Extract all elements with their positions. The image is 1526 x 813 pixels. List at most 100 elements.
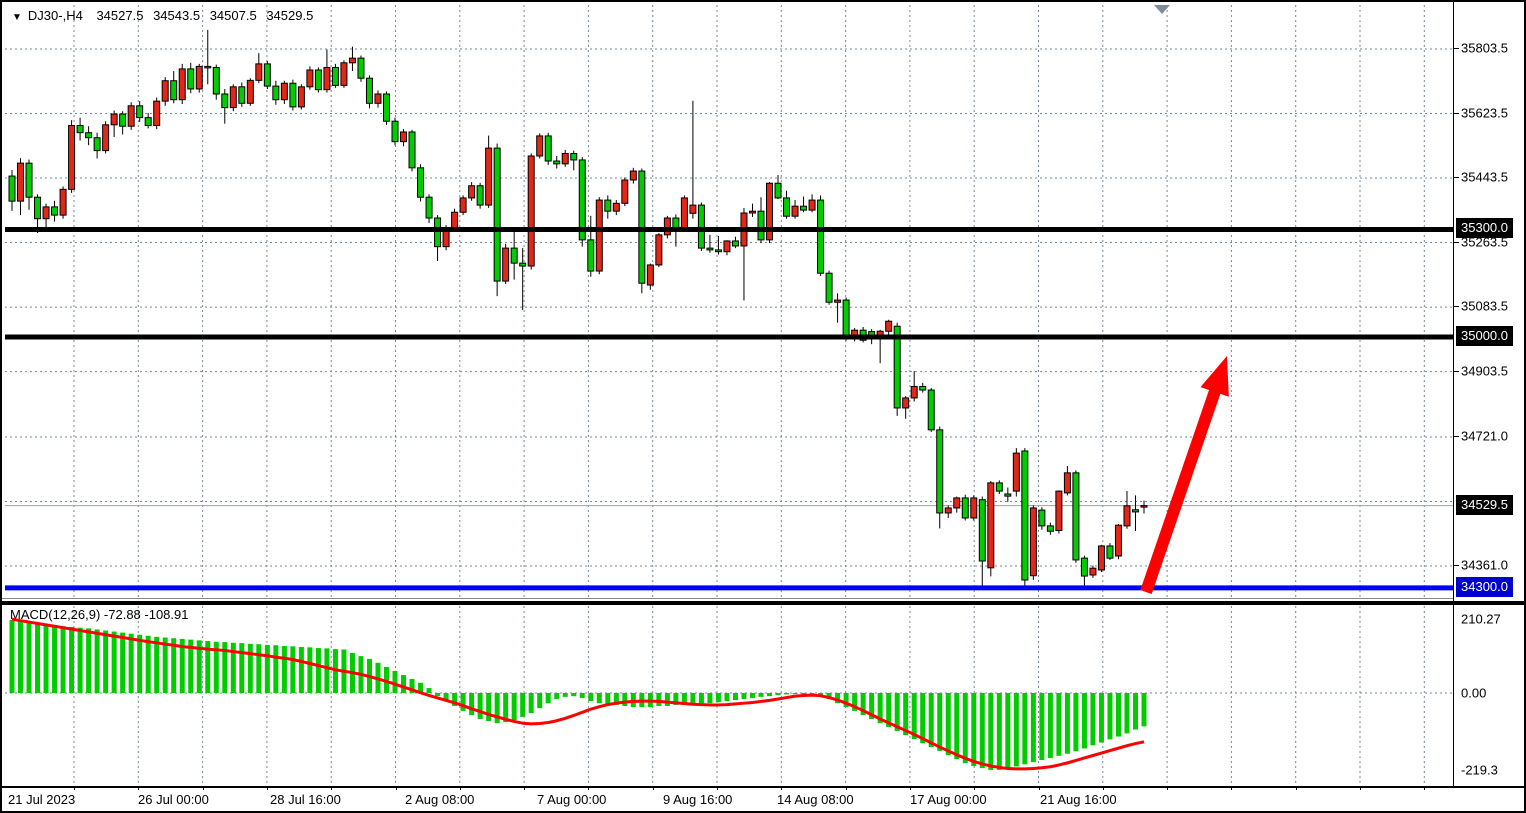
- bull-candle: [944, 507, 952, 514]
- macd-indicator-label: MACD(12,26,9) -72.88 -108.91: [10, 607, 189, 622]
- bear-candle: [800, 205, 808, 211]
- macd-histogram-bar: [426, 688, 432, 693]
- macd-histogram-bar: [784, 693, 790, 695]
- price-badge: 35300.0: [1456, 218, 1513, 239]
- time-axis-label: 21 Jul 2023: [8, 792, 76, 807]
- macd-histogram-bar: [528, 693, 534, 714]
- macd-histogram-bar: [435, 693, 441, 697]
- arrow-annotation[interactable]: [1140, 356, 1229, 594]
- main-gridlines: [5, 5, 1453, 599]
- time-tick: [1424, 786, 1426, 790]
- macd-histogram-bar: [392, 670, 398, 693]
- macd-histogram-bar: [137, 634, 143, 693]
- macd-histogram-bar: [1047, 693, 1053, 758]
- price-tick-label: 35443.5: [1461, 169, 1508, 185]
- bear-candle: [144, 117, 152, 127]
- macd-histogram-bar: [681, 693, 687, 705]
- time-tick: [138, 786, 140, 790]
- price-chart-pane[interactable]: [5, 3, 1456, 601]
- macd-histogram-bar: [622, 693, 628, 706]
- macd-histogram-bar: [460, 693, 466, 711]
- bear-candle: [493, 147, 501, 282]
- bull-candle: [502, 247, 510, 282]
- macd-histogram-bar: [520, 693, 526, 717]
- pane-separator[interactable]: [2, 601, 1524, 605]
- time-tick: [395, 786, 397, 790]
- bear-candle: [1021, 450, 1029, 581]
- macd-histogram-bar: [1056, 693, 1062, 756]
- macd-histogram: [9, 619, 1147, 770]
- pane-separator-thin: [2, 598, 1453, 599]
- price-tick: [1454, 565, 1459, 567]
- macd-histogram-bar: [894, 693, 900, 731]
- bear-candle: [714, 249, 722, 253]
- macd-histogram-bar: [741, 693, 747, 699]
- macd-histogram-bar: [562, 693, 568, 697]
- macd-histogram-bar: [715, 693, 721, 703]
- bull-candle: [280, 82, 288, 101]
- macd-histogram-bar: [579, 693, 585, 698]
- price-tick-label: 34721.0: [1461, 428, 1508, 444]
- time-axis[interactable]: 21 Jul 2023 26 Jul 00:00 28 Jul 16:00 2 Aug…: [2, 786, 1524, 811]
- bull-candle: [655, 234, 663, 266]
- macd-histogram-bar: [767, 693, 773, 697]
- bear-candle: [783, 197, 791, 217]
- bear-candle: [936, 429, 944, 514]
- macd-histogram-bar: [1064, 693, 1070, 754]
- macd-histogram-bar: [324, 648, 330, 693]
- bull-candle: [178, 68, 186, 101]
- bull-candle: [766, 182, 774, 241]
- macd-histogram-bar: [1124, 693, 1130, 734]
- bull-candle: [468, 185, 476, 199]
- bear-candle: [119, 113, 127, 127]
- macd-histogram-bar: [877, 693, 883, 724]
- bear-candle: [825, 272, 833, 303]
- chart-shift-marker[interactable]: [1154, 5, 1170, 14]
- macd-histogram-bar: [664, 693, 670, 706]
- bull-candle: [102, 124, 110, 152]
- bull-candle: [680, 197, 688, 230]
- bull-candle: [629, 170, 637, 181]
- macd-histogram-bar: [179, 638, 185, 693]
- macd-histogram-bar: [111, 631, 117, 693]
- macd-histogram-bar: [886, 693, 892, 728]
- time-axis-label: 9 Aug 16:00: [663, 792, 733, 807]
- macd-histogram-bar: [443, 693, 449, 702]
- bull-candle: [1055, 490, 1063, 532]
- macd-histogram-bar: [452, 693, 458, 706]
- macd-histogram-bar: [537, 693, 543, 709]
- symbol-dropdown-icon[interactable]: ▼: [12, 12, 22, 23]
- bull-candle: [195, 65, 203, 90]
- macd-histogram-bar: [1073, 693, 1079, 752]
- macd-indicator-pane[interactable]: [5, 605, 1456, 786]
- bear-candle: [893, 325, 901, 409]
- bear-candle: [408, 131, 416, 169]
- price-tick-label: 35803.5: [1461, 40, 1508, 56]
- macd-histogram-bar: [1090, 693, 1096, 746]
- macd-histogram-bar: [418, 682, 424, 693]
- bear-candle: [1038, 509, 1046, 527]
- price-tick-label: 35083.5: [1461, 298, 1508, 314]
- bull-candle: [161, 80, 169, 102]
- bull-candle: [902, 397, 910, 409]
- arrow-shaft[interactable]: [1140, 384, 1223, 594]
- bull-candle: [1140, 505, 1148, 508]
- price-tick: [1454, 370, 1459, 372]
- bear-candle: [365, 77, 373, 104]
- bull-candle: [748, 210, 756, 214]
- time-tick: [652, 786, 654, 790]
- macd-histogram-bar: [596, 693, 602, 704]
- macd-histogram-bar: [35, 623, 41, 693]
- macd-histogram-bar: [247, 643, 253, 693]
- bear-candle: [817, 199, 825, 274]
- macd-histogram-bar: [962, 693, 968, 764]
- arrow-head[interactable]: [1200, 356, 1229, 397]
- price-axis-border: [1453, 2, 1454, 786]
- macd-histogram-bar: [120, 632, 126, 693]
- macd-histogram-bar: [60, 626, 66, 693]
- time-axis-label: 21 Aug 16:00: [1040, 792, 1117, 807]
- macd-histogram-bar: [843, 693, 849, 708]
- ohlc-close: 34529.5: [266, 8, 314, 23]
- time-axis-label: 28 Jul 16:00: [270, 792, 341, 807]
- macd-histogram-bar: [613, 693, 619, 705]
